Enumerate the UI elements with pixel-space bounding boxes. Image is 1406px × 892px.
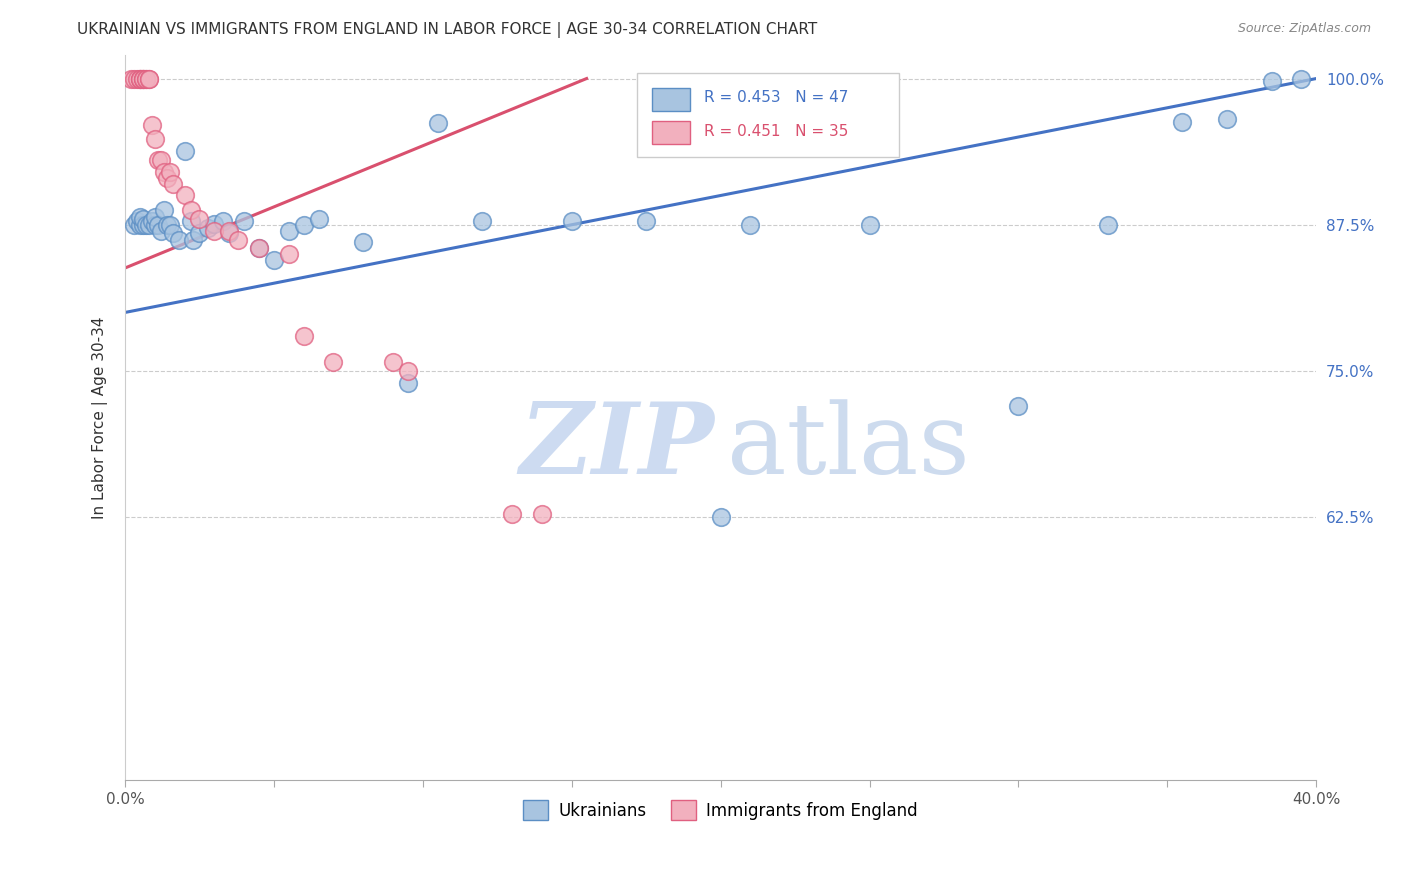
Point <box>218 224 240 238</box>
Point <box>218 226 240 240</box>
Point <box>188 226 211 240</box>
Point <box>167 233 190 247</box>
Point <box>188 211 211 226</box>
Point <box>135 71 157 86</box>
Point <box>1097 218 1119 232</box>
Point <box>277 224 299 238</box>
Point <box>128 71 150 86</box>
Point <box>132 211 155 226</box>
Point <box>132 71 155 86</box>
Point <box>122 71 145 86</box>
Y-axis label: In Labor Force | Age 30-34: In Labor Force | Age 30-34 <box>93 317 108 519</box>
Point <box>247 241 270 255</box>
Point <box>277 247 299 261</box>
Point <box>1291 71 1313 86</box>
Point <box>501 507 523 521</box>
Point <box>636 214 658 228</box>
Point <box>135 218 157 232</box>
Point <box>162 226 184 240</box>
Point <box>132 218 155 232</box>
Point <box>141 214 163 228</box>
Point <box>146 153 169 168</box>
Point <box>156 170 179 185</box>
Point <box>128 210 150 224</box>
Point <box>226 233 249 247</box>
Point <box>561 214 583 228</box>
Point <box>426 116 449 130</box>
Bar <box>651 87 690 111</box>
Point <box>352 235 374 250</box>
Point <box>1171 115 1194 129</box>
Legend: Ukrainians, Immigrants from England: Ukrainians, Immigrants from England <box>516 794 925 826</box>
Point <box>710 510 733 524</box>
Point <box>143 132 166 146</box>
Point <box>202 224 225 238</box>
Point <box>1007 399 1029 413</box>
Text: Source: ZipAtlas.com: Source: ZipAtlas.com <box>1237 22 1371 36</box>
Point <box>247 241 270 255</box>
Point <box>138 218 160 232</box>
Point <box>530 507 553 521</box>
Point <box>128 218 150 232</box>
Point <box>159 165 181 179</box>
Point <box>471 214 494 228</box>
Point <box>396 364 419 378</box>
Point <box>183 233 205 247</box>
Point <box>173 144 195 158</box>
Text: R = 0.453   N = 47: R = 0.453 N = 47 <box>704 90 848 105</box>
Point <box>125 214 148 228</box>
Point <box>141 118 163 132</box>
Point <box>382 354 405 368</box>
Point <box>858 218 880 232</box>
Point <box>212 214 235 228</box>
Point <box>292 329 315 343</box>
Point <box>149 224 172 238</box>
FancyBboxPatch shape <box>637 73 900 157</box>
Point <box>143 210 166 224</box>
Point <box>1260 74 1282 88</box>
Point <box>125 71 148 86</box>
Point <box>122 218 145 232</box>
Point <box>1216 112 1239 127</box>
Point <box>152 165 174 179</box>
Point <box>143 218 166 232</box>
Point <box>128 71 150 86</box>
Point <box>152 202 174 217</box>
Point <box>180 202 202 217</box>
Text: UKRAINIAN VS IMMIGRANTS FROM ENGLAND IN LABOR FORCE | AGE 30-34 CORRELATION CHAR: UKRAINIAN VS IMMIGRANTS FROM ENGLAND IN … <box>77 22 817 38</box>
Text: R = 0.451   N = 35: R = 0.451 N = 35 <box>704 124 848 139</box>
Bar <box>651 121 690 145</box>
Point <box>322 354 344 368</box>
Point <box>292 218 315 232</box>
Point <box>263 252 285 267</box>
Point <box>202 217 225 231</box>
Point <box>146 218 169 232</box>
Point <box>233 214 256 228</box>
Text: atlas: atlas <box>727 399 969 495</box>
Point <box>149 153 172 168</box>
Point <box>162 177 184 191</box>
Point <box>180 214 202 228</box>
Point <box>135 71 157 86</box>
Point <box>308 211 330 226</box>
Point <box>197 221 219 235</box>
Point <box>128 71 150 86</box>
Point <box>740 218 762 232</box>
Point <box>138 71 160 86</box>
Point <box>120 71 142 86</box>
Point <box>159 218 181 232</box>
Point <box>173 188 195 202</box>
Point <box>132 71 155 86</box>
Point <box>138 71 160 86</box>
Point <box>396 376 419 390</box>
Point <box>132 71 155 86</box>
Point <box>156 218 179 232</box>
Text: ZIP: ZIP <box>520 399 714 495</box>
